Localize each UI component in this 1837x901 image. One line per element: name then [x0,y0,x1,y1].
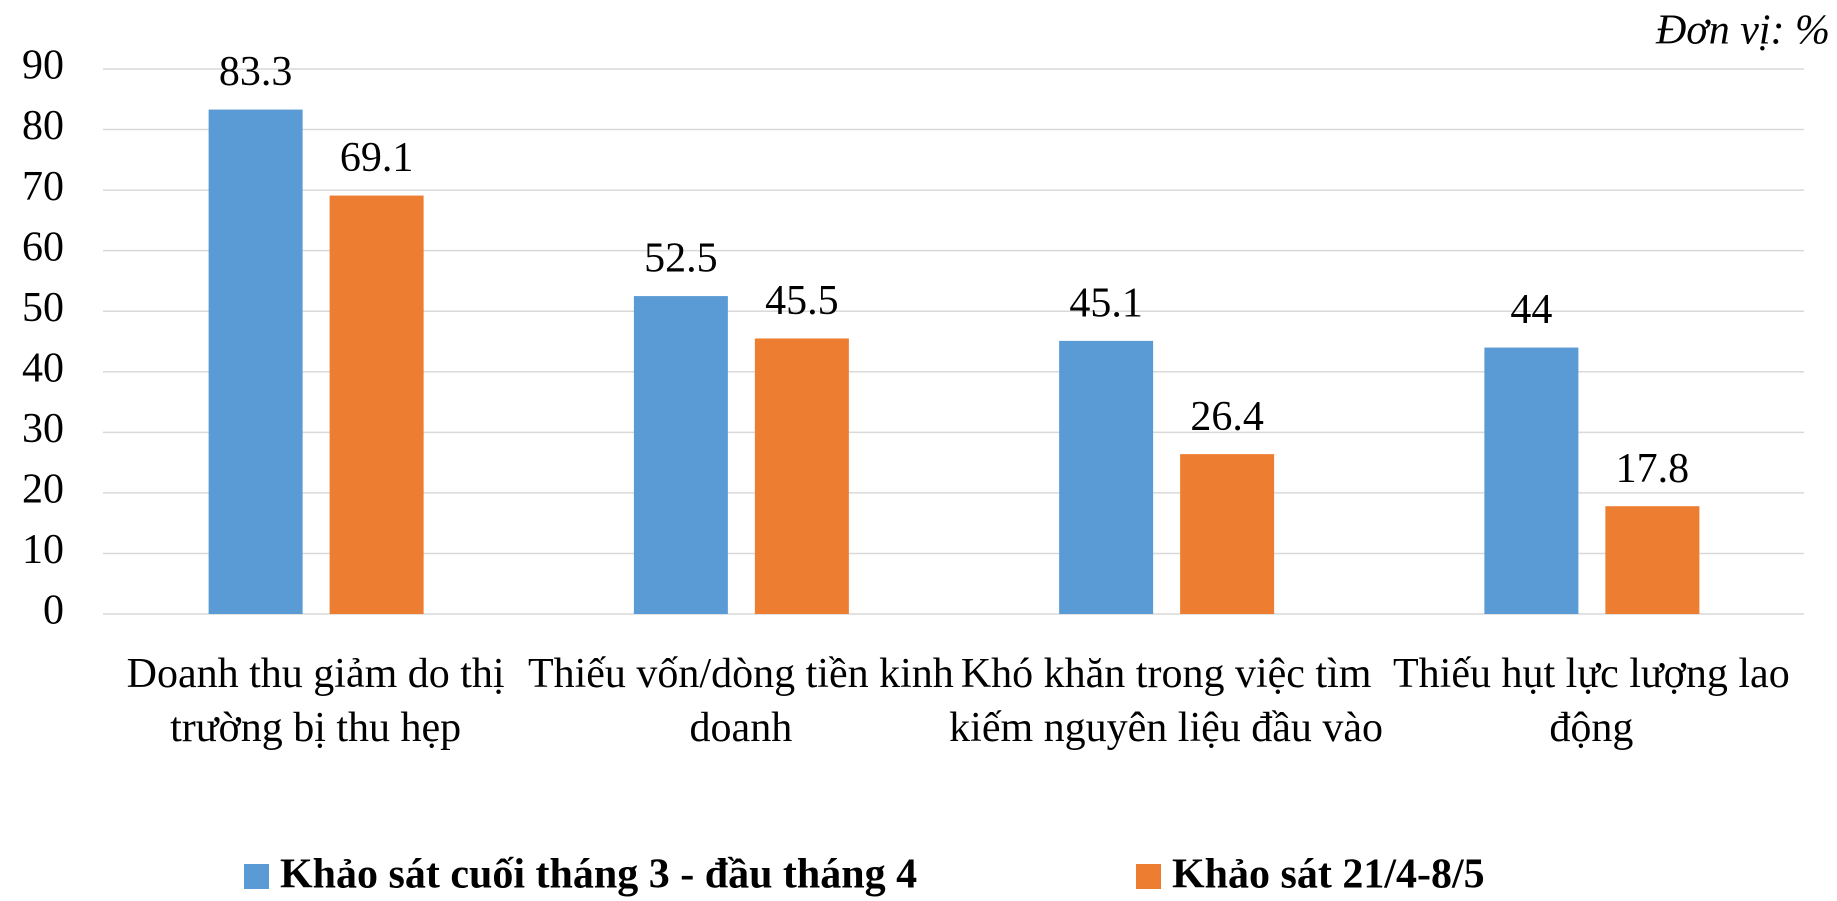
y-tick-label: 90 [22,43,64,89]
data-label: 26.4 [1190,394,1264,440]
bar [1180,454,1275,614]
y-tick-label: 40 [22,345,64,391]
y-tick-label: 60 [22,224,64,270]
bar [1059,340,1154,614]
y-tick-label: 0 [43,588,64,634]
x-tick-label: Khó khăn trong việc tìm kiếm nguyên liệu… [949,651,1384,751]
data-label: 44 [1510,287,1552,333]
data-label: 45.5 [765,278,839,324]
bar [1605,506,1700,614]
data-label: 69.1 [340,135,414,181]
data-label: 83.3 [219,49,293,95]
legend-swatch [1136,864,1161,889]
y-tick-label: 10 [22,527,64,573]
bar [754,338,849,614]
legend-swatch [244,864,269,889]
unit-label: Đơn vị: % [1655,8,1830,54]
y-tick-label: 20 [22,467,64,513]
y-tick-label: 30 [22,406,64,452]
data-label: 52.5 [644,236,718,282]
bar [208,109,303,615]
y-tick-label: 70 [22,164,64,210]
y-tick-label: 50 [22,285,64,331]
legend-label: Khảo sát cuối tháng 3 - đầu tháng 4 [280,852,917,898]
legend-label: Khảo sát 21/4-8/5 [1172,852,1485,898]
data-label: 45.1 [1069,281,1143,327]
y-tick-label: 80 [22,103,64,149]
x-tick-label: Thiếu vốn/dòng tiền kinh doanh [527,651,954,751]
bar [633,296,728,614]
x-tick-label: Doanh thu giảm do thị trường bị thu hẹp [126,651,505,751]
bar [1484,347,1579,614]
bar [329,195,424,615]
x-tick-label: Thiếu hụt lực lượng lao động [1393,651,1790,751]
data-label: 17.8 [1616,446,1690,492]
